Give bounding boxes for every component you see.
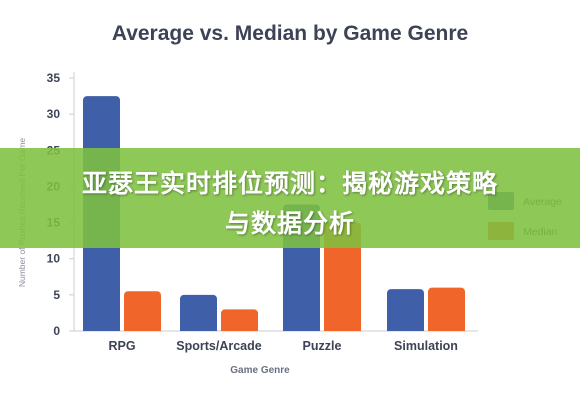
bar-base-median [124, 327, 161, 331]
bar-median-simulation [428, 287, 465, 331]
bar-base-average [387, 327, 424, 331]
chart-title: Average vs. Median by Game Genre [111, 22, 469, 45]
bar-median-rpg [124, 291, 161, 331]
y-tick-label: 35 [47, 71, 61, 85]
overlay-banner: 亚瑟王实时排位预测：揭秘游戏策略 与数据分析 [0, 148, 580, 248]
x-tick-label: RPG [108, 339, 135, 353]
bar-base-average [180, 327, 217, 331]
y-tick-label: 0 [53, 324, 60, 338]
bar-base-median [324, 327, 361, 331]
bar-base-average [283, 327, 320, 331]
bar-base-median [221, 327, 258, 331]
x-tick-label: Simulation [394, 339, 458, 353]
y-tick-label: 5 [53, 288, 60, 302]
overlay-line-1: 亚瑟王实时排位预测：揭秘游戏策略 [81, 170, 498, 198]
bar-average-sports-arcade [180, 294, 217, 331]
bar-median-sports-arcade [221, 309, 258, 331]
x-axis-label: Game Genre [230, 365, 290, 376]
y-tick-label: 30 [47, 107, 61, 121]
y-tick-label: 10 [47, 252, 61, 266]
bar-median-puzzle [324, 222, 361, 331]
overlay-line-2: 与数据分析 [224, 210, 355, 238]
x-tick-label: Puzzle [303, 339, 342, 353]
bar-base-median [428, 327, 465, 331]
bar-average-simulation [387, 289, 424, 331]
bar-base-average [83, 327, 120, 331]
x-tick-label: Sports/Arcade [176, 339, 261, 353]
